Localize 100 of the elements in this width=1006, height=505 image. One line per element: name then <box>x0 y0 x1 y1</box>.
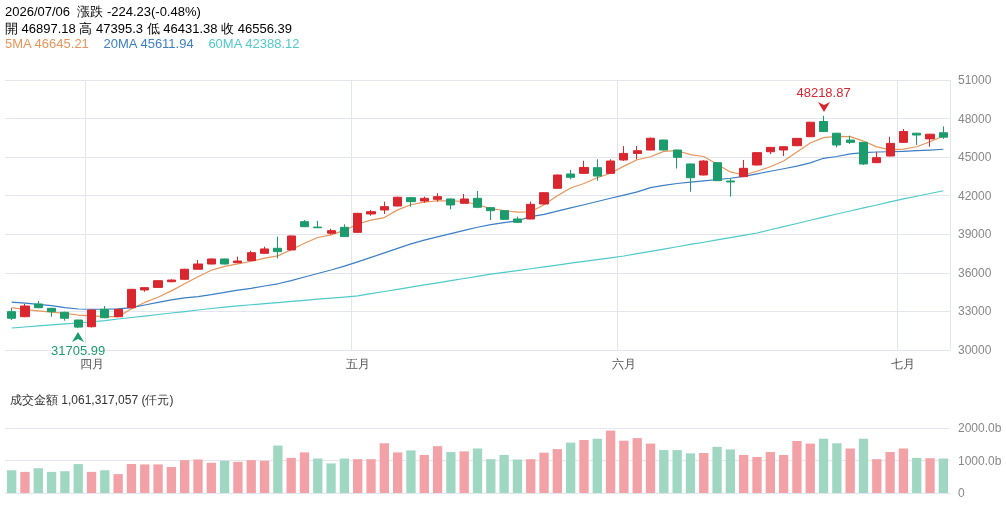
candlestick <box>886 136 895 157</box>
bar <box>86 471 97 493</box>
bar <box>73 464 83 493</box>
bar <box>406 450 416 493</box>
candlestick <box>153 279 163 289</box>
chart-title: 成交金額 1,061,317,057 (仟元) <box>10 393 174 407</box>
candlestick <box>859 141 868 166</box>
bar <box>832 443 842 493</box>
text: 2026/07/06 <box>5 4 71 19</box>
candlestick <box>659 139 668 151</box>
candlestick <box>420 196 429 204</box>
bar <box>273 445 283 493</box>
bar <box>246 460 256 493</box>
candlestick <box>633 145 642 160</box>
bar <box>725 449 736 493</box>
bar <box>286 457 296 493</box>
bar <box>299 452 310 493</box>
candlestick <box>47 307 56 318</box>
candlestick <box>566 169 575 180</box>
candlestick <box>393 196 402 207</box>
candlestick <box>366 209 376 217</box>
bar <box>379 443 389 493</box>
candlestick <box>167 278 176 283</box>
bar <box>752 456 762 493</box>
bar <box>539 452 549 493</box>
x-tick-label: 六月 <box>611 357 636 371</box>
candlestick <box>34 300 43 309</box>
bar <box>486 459 496 493</box>
candlestick <box>872 151 881 164</box>
bar <box>685 453 696 493</box>
bar <box>579 440 589 493</box>
bar <box>419 454 429 493</box>
bar <box>805 443 815 493</box>
annotation: 31705.99 <box>51 343 106 359</box>
bar <box>472 448 483 493</box>
bar <box>233 461 243 493</box>
text: 開 46897.18 高 47395.3 低 46431.38 收 46556.39 <box>5 21 292 36</box>
bar <box>778 454 789 493</box>
bar <box>446 452 456 493</box>
candlestick <box>806 121 815 138</box>
candlestick <box>925 133 935 148</box>
candlestick <box>593 158 602 182</box>
candlestick <box>127 288 136 309</box>
candlestick <box>220 258 229 265</box>
candlestick <box>846 135 855 145</box>
bar <box>712 446 722 493</box>
candlestick <box>912 132 921 146</box>
candlestick <box>207 258 216 265</box>
candlestick <box>20 303 30 318</box>
y-tick-label: 48000 <box>958 111 992 126</box>
bar <box>592 438 602 493</box>
text: 20MA 45611.94 <box>103 36 194 51</box>
bar <box>619 440 629 493</box>
y-tick-label: 42000 <box>958 188 992 203</box>
bar <box>739 454 749 493</box>
bar <box>605 430 616 493</box>
candlestick <box>87 309 96 328</box>
candlestick <box>247 250 256 262</box>
bar <box>566 442 576 493</box>
bar <box>765 452 775 493</box>
candlestick <box>579 160 589 175</box>
bar <box>193 459 203 493</box>
bar <box>326 463 336 493</box>
bar <box>180 460 190 493</box>
x-tick-label: 七月 <box>891 357 916 371</box>
bar <box>632 438 642 493</box>
y-tick-label: 0 <box>958 486 965 500</box>
annotation: 48218.87 <box>796 84 851 100</box>
bar <box>818 438 829 493</box>
candlestick <box>619 145 628 162</box>
y-tick-label: 2000.0b <box>958 421 1002 435</box>
text: 60MA 42388.12 <box>208 36 300 51</box>
candlestick <box>287 235 296 251</box>
candlestick <box>526 201 535 220</box>
y-tick-label: 36000 <box>958 265 992 280</box>
bar <box>845 448 855 493</box>
bar <box>459 451 469 493</box>
bar <box>46 471 57 493</box>
bar <box>499 454 509 493</box>
bar <box>699 453 709 493</box>
bar <box>140 464 150 493</box>
bar <box>659 450 669 493</box>
bar <box>33 468 43 493</box>
candlestick <box>819 115 828 133</box>
bar <box>885 452 895 493</box>
bar <box>206 462 216 493</box>
bar <box>512 459 523 493</box>
candlestick <box>340 223 349 238</box>
y-tick-label: 51000 <box>958 73 992 87</box>
bar <box>153 464 163 493</box>
bar <box>259 460 270 493</box>
bar <box>858 438 869 493</box>
bar <box>672 450 682 493</box>
candlestick <box>60 311 69 322</box>
x-tick-label: 四月 <box>79 357 104 371</box>
bar <box>339 458 350 493</box>
candlestick <box>699 159 708 176</box>
y-tick-label: 45000 <box>958 150 992 165</box>
candlestick <box>646 137 655 151</box>
candlestick <box>553 174 562 190</box>
